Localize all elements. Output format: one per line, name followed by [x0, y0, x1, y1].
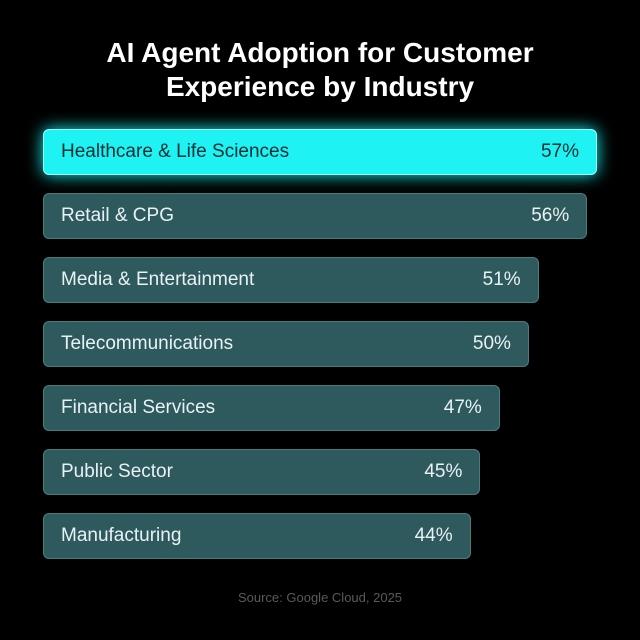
value-label: 51%	[482, 269, 521, 290]
value-label: 44%	[414, 525, 453, 546]
value-label: 57%	[540, 141, 579, 162]
bar	[43, 321, 529, 367]
bar	[43, 449, 481, 495]
bar	[43, 193, 588, 239]
category-label: Retail & CPG	[61, 205, 174, 226]
value-label: 56%	[531, 205, 570, 226]
chart-title: AI Agent Adoption for Customer Experienc…	[106, 37, 534, 102]
category-label: Healthcare & Life Sciences	[61, 141, 290, 162]
bar	[43, 129, 597, 175]
bar	[43, 513, 471, 559]
value-label: 45%	[424, 461, 463, 482]
source-note: Source: Google Cloud, 2025	[237, 590, 403, 605]
category-label: Financial Services	[61, 397, 216, 418]
category-label: Media & Entertainment	[61, 269, 255, 290]
category-label: Public Sector	[61, 461, 173, 482]
bar	[43, 385, 500, 431]
value-label: 47%	[443, 397, 482, 418]
category-label: Manufacturing	[61, 525, 182, 546]
bar	[43, 257, 539, 303]
category-label: Telecommunications	[61, 333, 234, 354]
value-label: 50%	[472, 333, 511, 354]
